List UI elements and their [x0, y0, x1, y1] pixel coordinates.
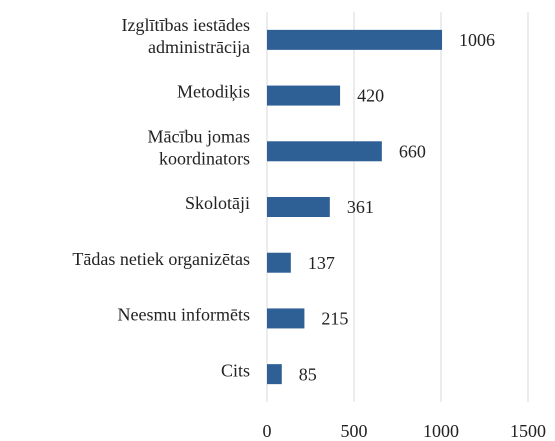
value-label: 85: [299, 364, 317, 384]
bar: [267, 29, 443, 50]
bar: [267, 85, 341, 106]
y-tick-label: Neesmu informēts: [118, 305, 250, 325]
value-label: 361: [347, 197, 374, 217]
bar: [267, 197, 330, 217]
bar: [267, 252, 291, 273]
value-label: 660: [399, 141, 426, 161]
y-tick-label: Skolotāji: [185, 193, 250, 213]
value-label: 137: [308, 253, 335, 273]
bar: [267, 308, 305, 329]
value-label: 1006: [459, 30, 495, 50]
y-tick-label: Cits: [221, 360, 250, 380]
bar: [267, 364, 282, 385]
x-tick-label: 0: [263, 421, 272, 441]
y-tick-label: Mācību jomas koordinators: [148, 126, 250, 168]
y-tick-label: Izglītības iestādes administrācija: [122, 15, 250, 57]
y-tick-label: Metodiķis: [177, 82, 250, 102]
bar: [267, 141, 382, 162]
x-tick-label: 1000: [423, 421, 459, 441]
value-label: 420: [357, 86, 384, 106]
x-tick-label: 1500: [510, 421, 546, 441]
y-tick-label: Tādas netiek organizētas: [72, 249, 250, 269]
x-tick-label: 500: [341, 421, 368, 441]
value-label: 215: [321, 309, 348, 329]
